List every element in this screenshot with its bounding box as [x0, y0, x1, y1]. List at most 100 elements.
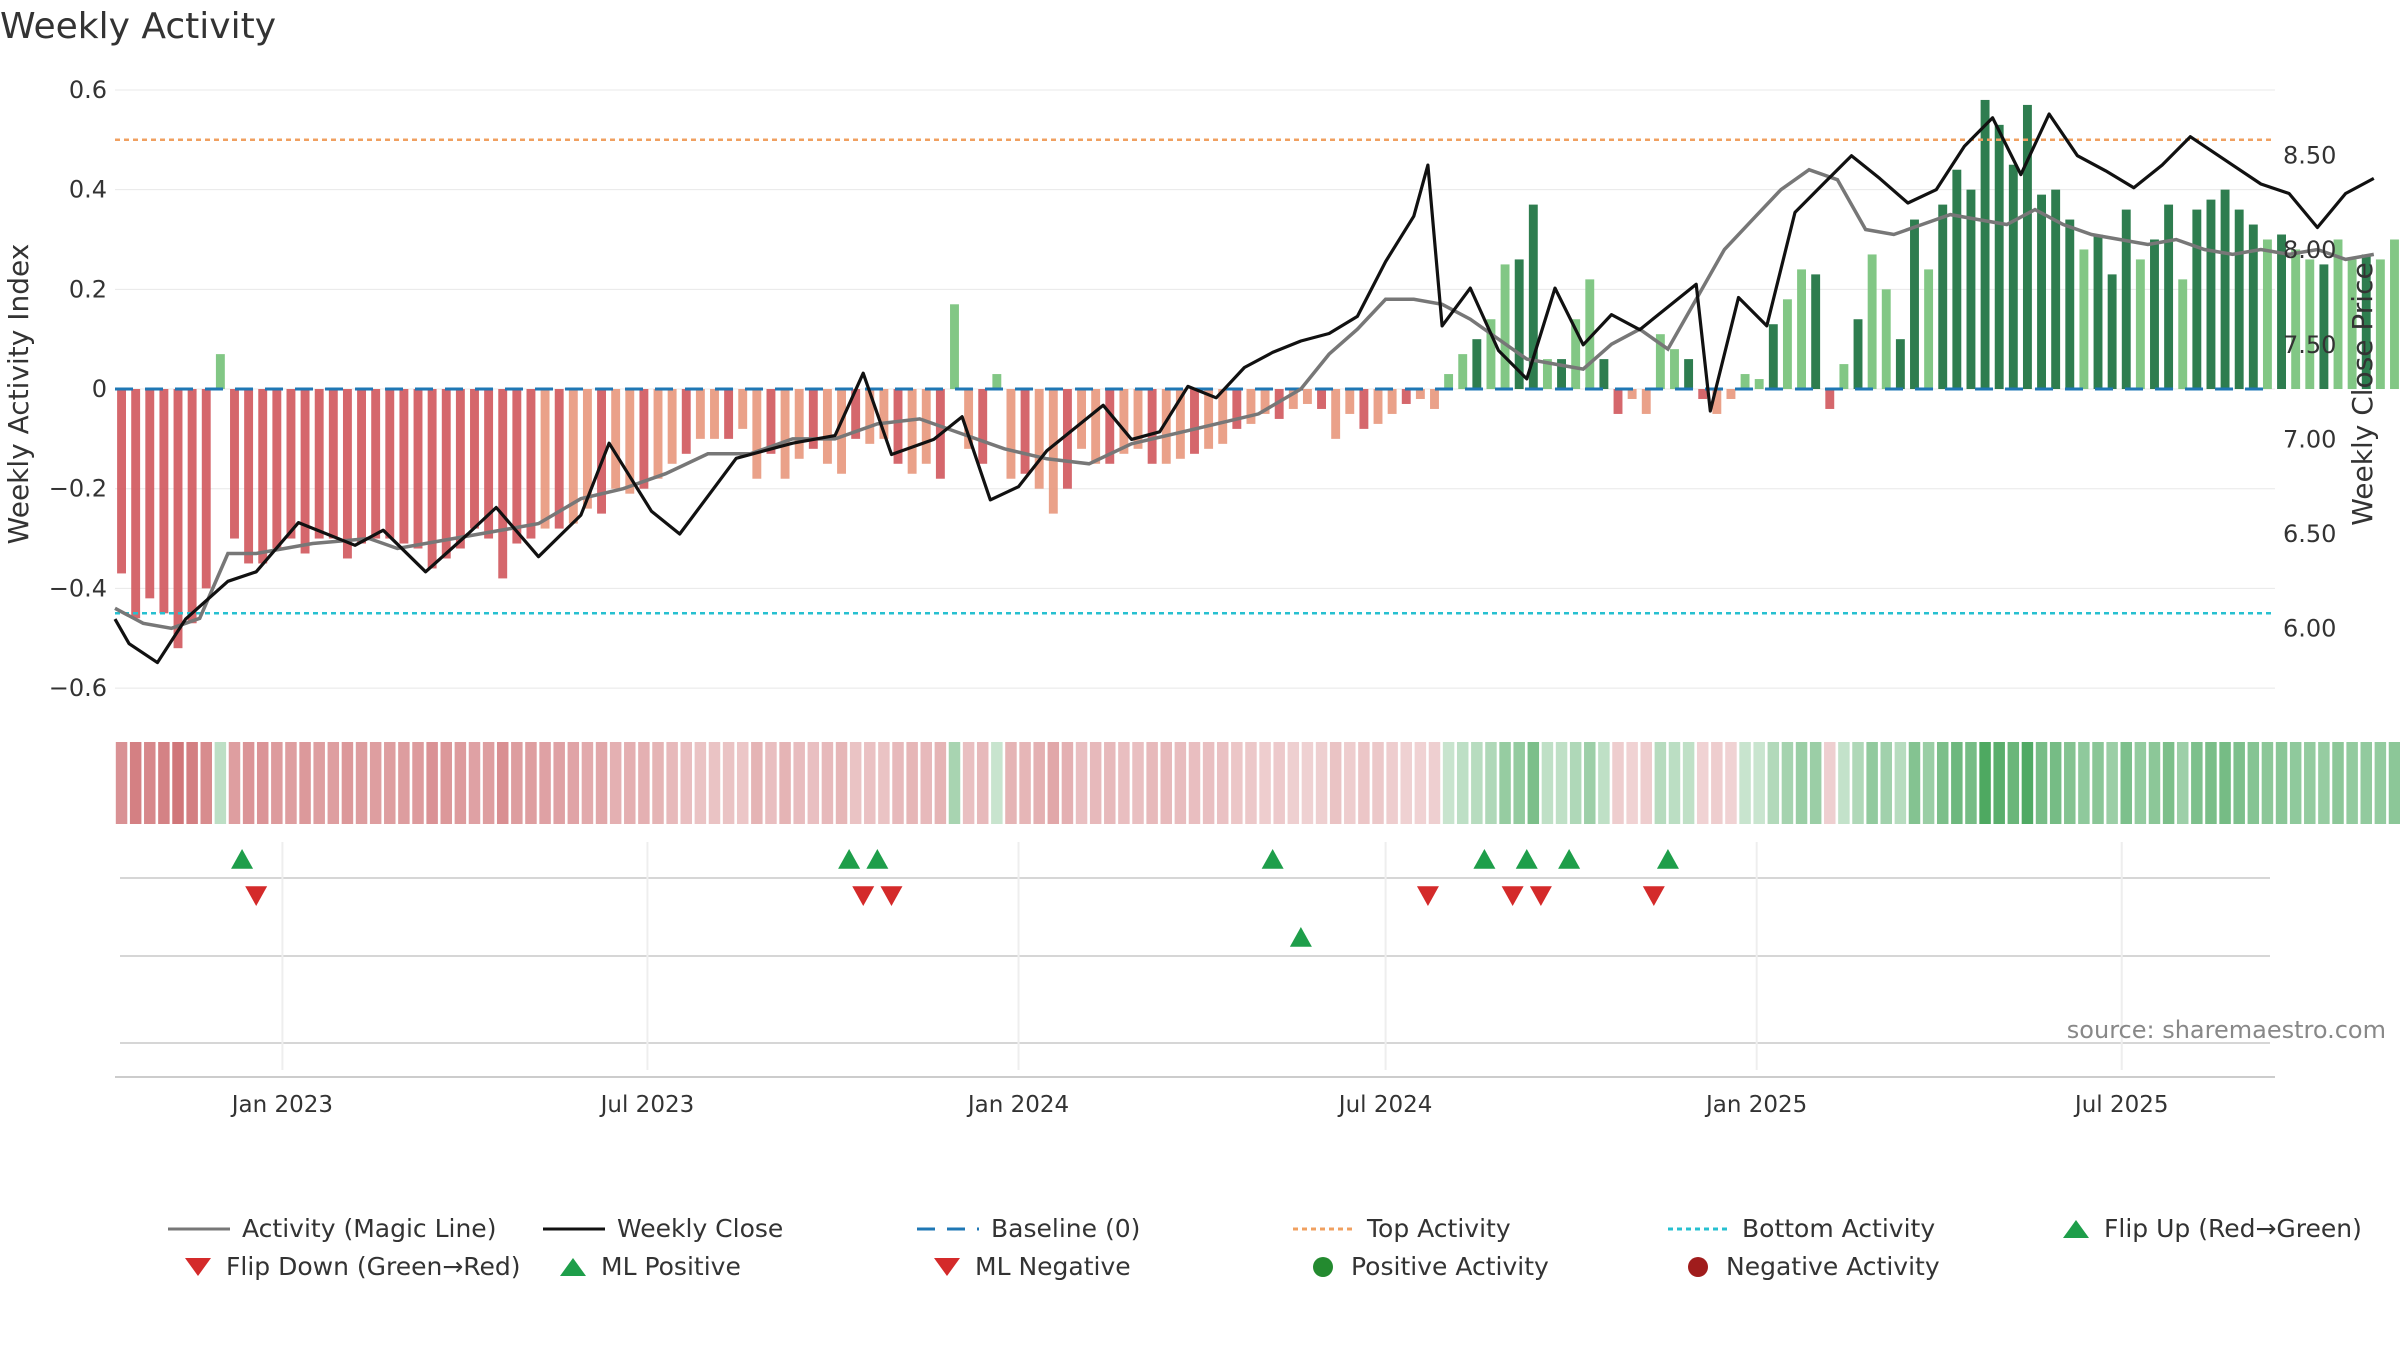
heat-cell	[271, 742, 283, 824]
chart-title: Weekly Activity	[0, 6, 277, 47]
heat-cell	[609, 742, 622, 824]
activity-bar	[1613, 389, 1623, 414]
heat-cell	[1216, 742, 1229, 824]
heat-cell	[976, 742, 989, 824]
activity-bar	[413, 389, 423, 549]
heat-cell	[1315, 742, 1328, 824]
activity-bar	[2375, 259, 2385, 390]
activity-bar	[173, 389, 183, 649]
heat-cell	[355, 742, 368, 824]
y-left-axis-label: Weekly Activity Index	[2, 244, 35, 545]
heat-cell	[2078, 742, 2090, 824]
heat-cell	[115, 742, 128, 824]
activity-bar	[554, 389, 564, 529]
heat-cell	[200, 742, 212, 824]
x-tick-label: Jul 2025	[2073, 1092, 2169, 1118]
heat-cell	[878, 742, 890, 824]
heat-cell	[864, 742, 876, 824]
circle-icon	[1313, 1256, 1333, 1277]
y-left-tick-label: −0.2	[49, 475, 107, 503]
flip-up-marker	[1473, 849, 1496, 869]
activity-bar	[2234, 209, 2244, 390]
heat-cell	[1541, 742, 1554, 824]
heat-cell	[1019, 742, 1031, 824]
heat-cell	[2134, 742, 2147, 824]
activity-bar	[879, 389, 889, 439]
triangle-up-icon	[560, 1257, 586, 1276]
x-tick-label: Jul 2023	[599, 1092, 695, 1118]
legend-item-weekly-close: Weekly Close	[543, 1214, 783, 1243]
y-left-tick-label: −0.4	[49, 574, 107, 602]
y-right-tick-label: 7.50	[2283, 331, 2336, 359]
heat-cell	[581, 742, 594, 824]
activity-bar	[1161, 389, 1171, 464]
heat-cell	[2332, 742, 2344, 824]
heat-cell	[1612, 742, 1624, 824]
activity-bar	[2277, 234, 2286, 390]
activity-bar	[710, 389, 719, 439]
heat-cell	[1725, 742, 1737, 824]
activity-bar	[2022, 104, 2032, 390]
x-tick-label: Jul 2024	[1337, 1092, 1433, 1118]
legend-swatch-bottom-icon	[1668, 1227, 1730, 1230]
activity-bar	[653, 389, 663, 479]
activity-bar	[470, 389, 479, 529]
heat-cell	[2233, 742, 2245, 824]
heat-cell	[158, 742, 170, 824]
heat-cell	[2360, 742, 2372, 824]
flip-down-marker	[1501, 886, 1524, 906]
activity-bar	[314, 389, 324, 539]
x-tick-label: Jan 2023	[230, 1092, 333, 1118]
activity-bar	[639, 389, 649, 489]
heat-cell	[1047, 742, 1060, 824]
legend-label: Bottom Activity	[1742, 1214, 1936, 1243]
activity-bar	[484, 389, 494, 539]
heat-cell	[1668, 742, 1681, 824]
heat-cell	[1993, 742, 2005, 824]
heat-cell	[256, 742, 269, 824]
heat-cell	[1965, 742, 1977, 824]
activity-bar	[2065, 219, 2075, 390]
activity-bar	[328, 389, 338, 539]
activity-bar	[1754, 379, 1764, 390]
activity-bar	[837, 389, 846, 474]
heat-cell	[1245, 742, 1257, 824]
activity-bar	[286, 389, 296, 539]
heat-cell	[722, 742, 735, 824]
flip-down-marker	[1529, 886, 1552, 906]
heat-cell	[1132, 742, 1144, 824]
activity-bar	[1387, 389, 1397, 414]
heat-cell	[991, 742, 1003, 824]
heat-cell	[2247, 742, 2260, 824]
activity-bar	[597, 389, 606, 514]
heat-cell	[1824, 742, 1836, 824]
heat-cell	[948, 742, 961, 824]
heat-cell	[1329, 742, 1342, 824]
heat-cell	[1344, 742, 1356, 824]
heat-cell	[1188, 742, 1201, 824]
heat-cell	[242, 742, 255, 824]
heat-cell	[2205, 742, 2217, 824]
activity-bar	[526, 389, 536, 539]
legend-swatch-close-icon	[543, 1227, 605, 1230]
activity-bar	[1062, 389, 1072, 489]
activity-bar	[512, 389, 522, 544]
activity-bar	[1698, 389, 1708, 399]
activity-bar	[342, 389, 352, 559]
activity-bar	[2178, 279, 2188, 390]
activity-bar	[230, 389, 239, 539]
y-right-tick-label: 6.50	[2283, 520, 2336, 548]
heat-cell	[1739, 742, 1751, 824]
circle-icon	[1688, 1256, 1708, 1277]
activity-bar	[1401, 389, 1411, 404]
activity-bar	[1585, 279, 1595, 390]
heat-cell	[1908, 742, 1921, 824]
y-left-tick-label: 0.4	[69, 176, 107, 204]
activity-bar	[851, 389, 861, 439]
heat-cell	[2318, 742, 2330, 824]
activity-bar	[159, 389, 169, 614]
heat-cell	[129, 742, 142, 824]
activity-bar	[1415, 389, 1425, 399]
activity-bar	[2107, 274, 2117, 390]
